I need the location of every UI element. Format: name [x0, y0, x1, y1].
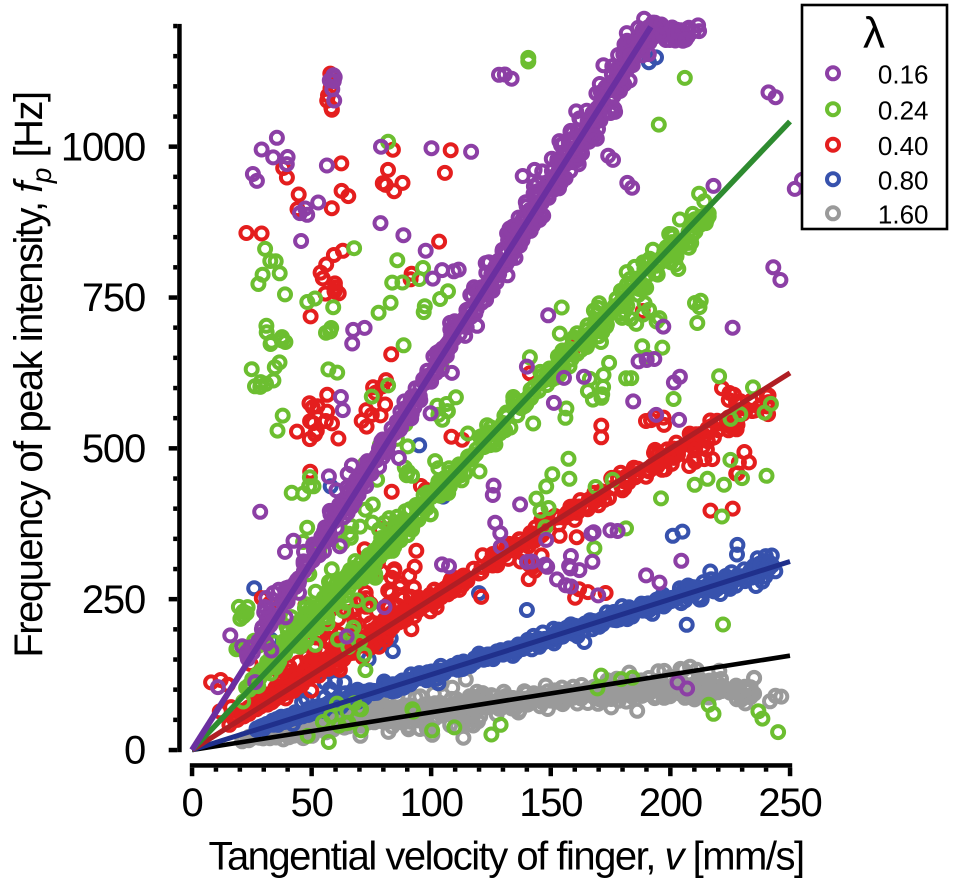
svg-text:500: 500 — [82, 427, 145, 471]
svg-text:250: 250 — [758, 781, 821, 825]
svg-text:750: 750 — [82, 276, 145, 320]
svg-text:λ: λ — [863, 9, 885, 58]
svg-text:200: 200 — [639, 781, 702, 825]
svg-text:150: 150 — [519, 781, 582, 825]
svg-text:0.80: 0.80 — [878, 166, 929, 196]
svg-text:100: 100 — [400, 781, 463, 825]
svg-text:Frequency of peak intensity, f: Frequency of peak intensity, fp [Hz] — [7, 92, 57, 657]
svg-text:0: 0 — [124, 729, 145, 773]
svg-text:1.60: 1.60 — [878, 200, 929, 230]
svg-text:250: 250 — [82, 578, 145, 622]
svg-text:0: 0 — [181, 781, 202, 825]
svg-text:0.24: 0.24 — [878, 96, 929, 126]
svg-text:50: 50 — [291, 781, 333, 825]
svg-text:0.16: 0.16 — [878, 60, 929, 90]
svg-text:Tangential velocity of finger,: Tangential velocity of finger, v [mm/s] — [208, 835, 803, 879]
svg-text:1000: 1000 — [61, 125, 145, 169]
svg-text:0.40: 0.40 — [878, 131, 929, 161]
